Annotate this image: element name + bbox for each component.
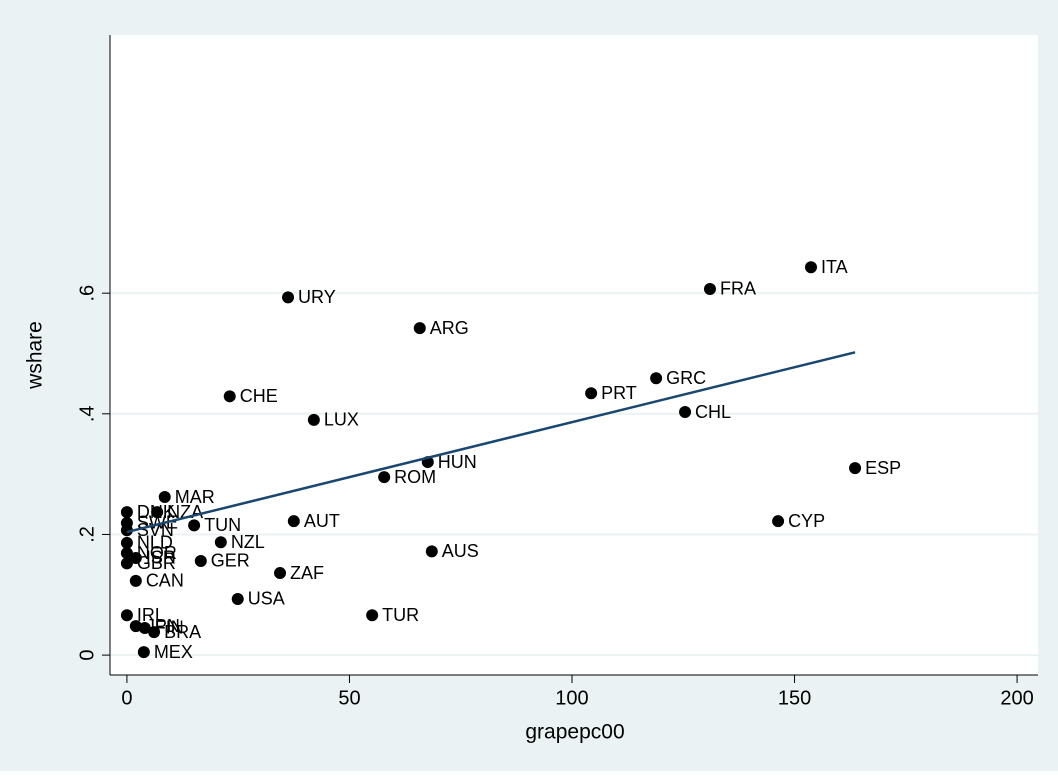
point-label: TUN <box>204 515 241 535</box>
point <box>282 291 295 304</box>
point-label: ITA <box>821 257 848 277</box>
point-label: MEX <box>154 642 193 662</box>
point <box>274 567 287 580</box>
point-label: ZAF <box>290 563 324 583</box>
x-tick-label: 200 <box>1000 687 1033 709</box>
point <box>129 551 142 564</box>
x-tick-label: 0 <box>121 687 132 709</box>
y-tick-label: 0 <box>76 650 98 661</box>
point <box>129 574 142 587</box>
point <box>120 506 133 519</box>
point-label: USA <box>248 589 285 609</box>
point-label: DNK <box>137 502 175 522</box>
fit-line <box>126 351 856 534</box>
point <box>849 462 862 475</box>
point-label: ESP <box>865 458 901 478</box>
point-label: ROM <box>394 467 436 487</box>
point <box>194 554 207 567</box>
point-label: HUN <box>438 452 477 472</box>
point <box>650 372 663 385</box>
point-label: NZL <box>231 532 265 552</box>
point <box>231 592 244 605</box>
point-label: MAR <box>175 487 215 507</box>
plot-region <box>110 35 1038 675</box>
point <box>366 609 379 622</box>
y-tick-label: .2 <box>76 526 98 543</box>
point <box>188 519 201 532</box>
point-label: CAN <box>146 571 184 591</box>
point <box>120 524 133 537</box>
point <box>151 506 164 519</box>
point <box>287 515 300 528</box>
point <box>585 387 598 400</box>
point-label: FIN <box>155 618 184 638</box>
point-label: NOR <box>137 543 177 563</box>
point <box>413 322 426 335</box>
point <box>223 390 236 403</box>
point <box>137 646 150 659</box>
point <box>120 609 133 622</box>
point-label: NLD <box>137 533 173 553</box>
point-label: GBR <box>137 553 176 573</box>
point <box>378 471 391 484</box>
point <box>138 621 151 634</box>
x-axis-title: grapepc00 <box>525 721 624 744</box>
point <box>772 515 785 528</box>
point-label: ARG <box>430 318 469 338</box>
x-tick-label: 100 <box>555 687 588 709</box>
point <box>120 536 133 549</box>
point <box>307 413 320 426</box>
point-label: ISR <box>146 548 176 568</box>
x-tick-label: 50 <box>338 687 360 709</box>
y-axis-title: wshare <box>24 321 47 390</box>
point <box>805 261 818 274</box>
y-tick-label: .4 <box>76 405 98 422</box>
point-label: TUR <box>382 605 419 625</box>
point <box>148 626 161 639</box>
point-label: NZA <box>167 502 203 522</box>
point <box>425 545 438 558</box>
point-label: CHL <box>695 402 731 422</box>
y-tick-label: .6 <box>76 285 98 302</box>
point-label: FRA <box>720 279 756 299</box>
point <box>703 282 716 295</box>
point-label: GRC <box>666 368 706 388</box>
point-label: AUT <box>304 511 340 531</box>
point <box>214 536 227 549</box>
point <box>120 557 133 570</box>
point-label: IRL <box>137 605 165 625</box>
point-label: LUX <box>324 410 359 430</box>
x-tick-label: 150 <box>778 687 811 709</box>
point-label: URY <box>298 287 336 307</box>
point <box>158 491 171 504</box>
point <box>679 406 692 419</box>
point-label: GER <box>211 551 250 571</box>
point-label: CHE <box>240 386 278 406</box>
point-label: SVN <box>137 520 174 540</box>
point-label: PRT <box>601 383 637 403</box>
point-label: BRA <box>164 622 201 642</box>
point-label: AUS <box>442 541 479 561</box>
point <box>129 620 142 633</box>
point <box>120 547 133 560</box>
point-label: CYP <box>788 511 825 531</box>
